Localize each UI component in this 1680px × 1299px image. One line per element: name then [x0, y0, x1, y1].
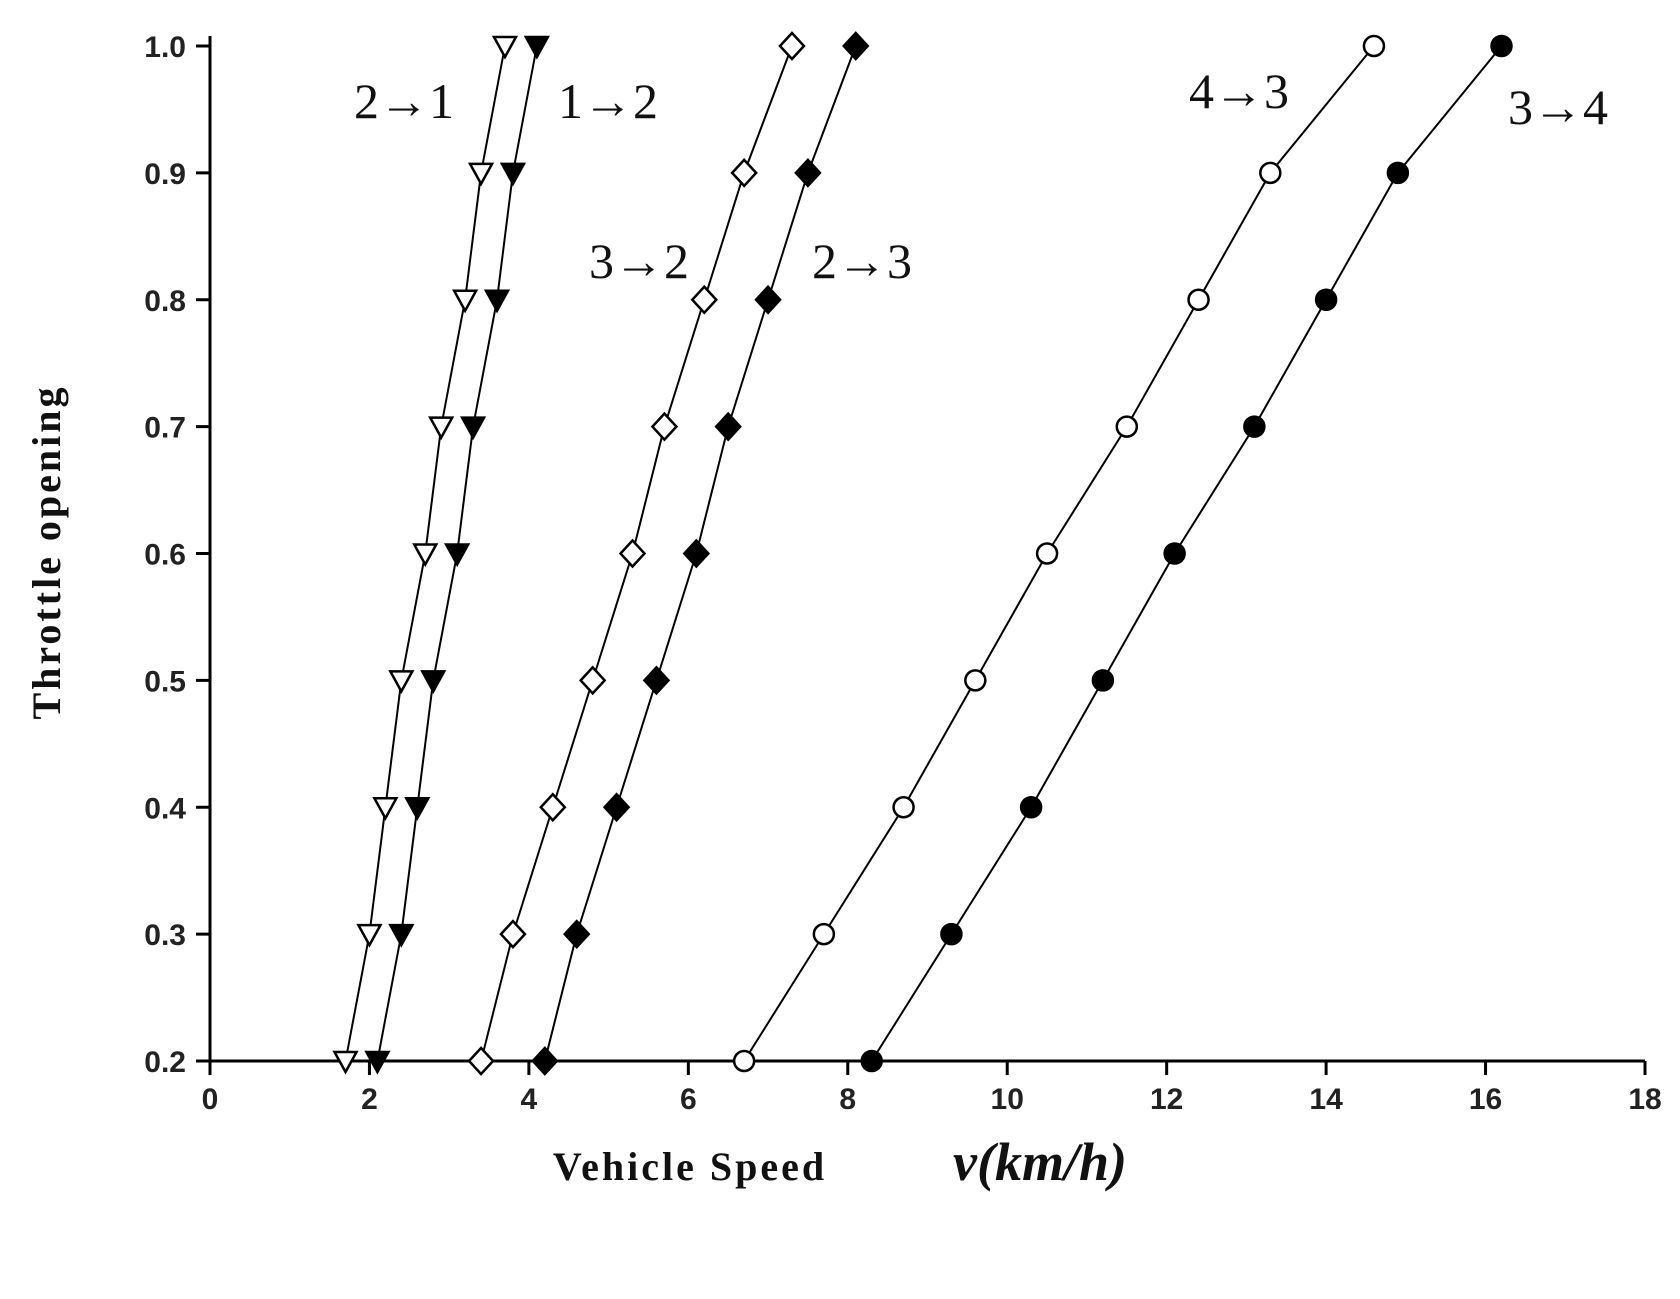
point	[459, 416, 487, 441]
point	[1115, 415, 1139, 438]
point	[732, 1049, 756, 1073]
point	[1163, 542, 1186, 565]
point	[1035, 542, 1059, 565]
x-axis-label: Vehicle Speed	[553, 1144, 827, 1189]
point	[444, 543, 471, 568]
x-axis-unit: v(km/h)	[953, 1132, 1127, 1192]
point	[428, 416, 455, 441]
point	[642, 665, 671, 696]
point	[682, 538, 711, 569]
y-tick-label: 0.9	[144, 158, 186, 191]
y-tick-label: 1.0	[144, 31, 186, 64]
x-tick-label: 16	[1469, 1083, 1502, 1116]
point	[730, 158, 758, 188]
point	[650, 411, 679, 442]
point	[1091, 669, 1115, 692]
point	[467, 1046, 495, 1076]
point	[420, 670, 447, 694]
series-label: 2→1	[354, 73, 454, 129]
point	[332, 1050, 359, 1075]
point	[388, 670, 415, 694]
x-tick-label: 8	[839, 1083, 856, 1116]
y-tick-label: 0.5	[144, 665, 186, 698]
point	[714, 411, 742, 442]
point	[523, 35, 550, 60]
point	[1386, 161, 1410, 185]
point	[754, 284, 782, 315]
point	[451, 289, 479, 314]
point	[794, 158, 822, 188]
point	[812, 922, 836, 946]
point	[1187, 288, 1210, 311]
point	[578, 665, 607, 696]
point	[388, 923, 415, 948]
series-label: 2→3	[812, 233, 912, 289]
point	[364, 1050, 391, 1075]
point	[483, 289, 511, 314]
point	[404, 797, 431, 821]
x-tick-label: 6	[680, 1083, 697, 1116]
y-tick-label: 0.8	[144, 285, 186, 318]
y-tick-label: 0.4	[144, 792, 186, 825]
point	[563, 919, 591, 949]
point	[1243, 415, 1266, 438]
point	[618, 538, 647, 569]
x-tick-label: 12	[1150, 1083, 1183, 1116]
point	[499, 919, 527, 949]
y-tick-label: 0.6	[144, 539, 186, 572]
y-tick-label: 0.2	[144, 1046, 186, 1079]
point	[842, 31, 870, 61]
x-tick-label: 14	[1309, 1083, 1343, 1116]
x-tick-label: 2	[361, 1083, 378, 1116]
point	[539, 792, 567, 823]
point	[690, 284, 718, 315]
point	[1314, 288, 1338, 311]
series-label: 4→3	[1189, 63, 1289, 119]
series-label: 3→2	[589, 233, 689, 289]
point	[892, 796, 915, 819]
point	[372, 797, 399, 821]
x-tick-label: 0	[202, 1083, 219, 1116]
x-tick-label: 18	[1628, 1083, 1661, 1116]
y-axis-label: Throttle opening	[24, 384, 69, 719]
point	[1362, 34, 1386, 58]
y-tick-label: 0.7	[144, 412, 186, 445]
point	[602, 792, 631, 823]
x-tick-label: 4	[521, 1083, 538, 1116]
point	[940, 922, 963, 946]
series-label: 1→2	[558, 73, 658, 129]
point	[412, 543, 439, 568]
point	[1019, 796, 1043, 819]
point	[1259, 161, 1282, 185]
point	[467, 162, 495, 187]
x-tick-label: 10	[991, 1083, 1024, 1116]
point	[778, 31, 806, 61]
point	[491, 35, 519, 60]
point	[1490, 34, 1513, 58]
point	[499, 162, 527, 187]
point	[531, 1046, 559, 1076]
point	[860, 1049, 883, 1073]
point	[964, 669, 987, 692]
y-tick-label: 0.3	[144, 919, 186, 952]
series-label: 3→4	[1508, 79, 1608, 135]
point	[356, 923, 383, 948]
